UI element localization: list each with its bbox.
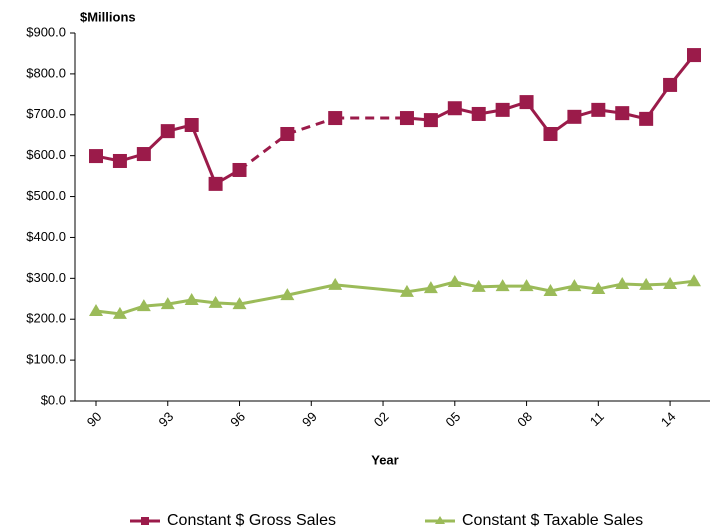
marker: [232, 297, 247, 310]
marker: [160, 124, 175, 139]
marker: [328, 277, 343, 290]
y-tick-label: $800.0: [26, 65, 66, 80]
marker: [136, 147, 151, 162]
marker: [399, 111, 414, 126]
marker: [471, 106, 486, 121]
marker: [184, 118, 199, 132]
marker: [639, 111, 654, 126]
y-tick-label: $400.0: [26, 229, 66, 244]
marker: [447, 101, 462, 116]
marker: [435, 516, 445, 524]
marker: [184, 293, 199, 306]
marker: [280, 126, 295, 141]
line-segment: [287, 283, 336, 297]
marker: [447, 275, 462, 288]
x-tick-label: 11: [587, 409, 607, 429]
x-axis-title: Year: [371, 452, 398, 467]
marker: [663, 77, 678, 92]
marker: [89, 304, 103, 317]
marker: [136, 299, 151, 312]
marker: [208, 295, 223, 308]
marker: [232, 162, 247, 177]
marker: [687, 274, 701, 287]
marker: [543, 284, 558, 297]
marker: [615, 277, 630, 290]
y-tick-label: $100.0: [26, 352, 66, 367]
y-tick-label: $0.0: [41, 392, 66, 407]
x-tick-label: 96: [227, 409, 248, 430]
line-segment: [335, 283, 408, 294]
marker: [112, 306, 127, 319]
legend-label: Constant $ Taxable Sales: [462, 512, 643, 529]
marker: [112, 153, 127, 168]
marker: [591, 281, 606, 294]
marker: [423, 113, 438, 128]
x-tick-label: 14: [658, 409, 679, 430]
marker: [208, 176, 223, 191]
x-tick-label: 08: [514, 409, 535, 430]
marker: [399, 284, 414, 297]
marker: [280, 288, 295, 301]
marker: [567, 109, 582, 124]
line-segment: [190, 124, 217, 185]
y-unit-label: $Millions: [80, 9, 136, 24]
marker: [615, 106, 630, 121]
x-tick-label: 99: [299, 409, 320, 430]
x-tick-label: 93: [155, 409, 176, 430]
marker: [591, 102, 606, 117]
y-tick-label: $500.0: [26, 188, 66, 203]
x-tick-label: 05: [443, 409, 464, 430]
marker: [423, 281, 438, 294]
marker: [663, 277, 678, 290]
marker: [89, 149, 103, 164]
line-segment: [239, 293, 288, 306]
marker: [519, 95, 534, 110]
line-segment: [238, 132, 289, 172]
legend-label: Constant $ Gross Sales: [167, 512, 336, 529]
marker: [495, 279, 510, 292]
marker: [519, 279, 534, 292]
marker: [495, 102, 510, 117]
line-segment: [286, 116, 336, 136]
y-tick-label: $900.0: [26, 24, 66, 39]
marker: [687, 48, 701, 63]
x-tick-label: 02: [371, 409, 392, 430]
marker: [471, 279, 486, 292]
x-tick-label: 90: [84, 409, 105, 430]
marker: [160, 297, 175, 310]
y-tick-label: $200.0: [26, 311, 66, 326]
marker: [141, 517, 149, 525]
y-tick-label: $300.0: [26, 270, 66, 285]
y-tick-label: $600.0: [26, 147, 66, 162]
marker: [328, 111, 343, 126]
y-tick-label: $700.0: [26, 106, 66, 121]
marker: [639, 277, 654, 290]
marker: [543, 126, 558, 141]
marker: [567, 279, 582, 292]
